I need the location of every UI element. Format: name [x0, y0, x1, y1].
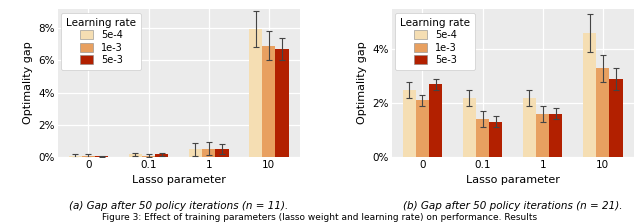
Bar [583, 33, 596, 157]
X-axis label: Lasso parameter: Lasso parameter [132, 175, 225, 185]
Bar [142, 155, 155, 157]
Y-axis label: Optimality gap: Optimality gap [23, 41, 33, 124]
Legend: 5e-4, 1e-3, 5e-3: 5e-4, 1e-3, 5e-3 [61, 13, 141, 70]
Y-axis label: Optimality gap: Optimality gap [356, 41, 367, 124]
Text: (b) Gap after 50 policy iterations (n = 21).: (b) Gap after 50 policy iterations (n = … [403, 201, 622, 211]
Bar [463, 98, 476, 157]
Bar [536, 114, 549, 157]
Bar [249, 29, 262, 157]
Bar [403, 90, 416, 157]
Bar [262, 46, 275, 157]
Bar [82, 156, 95, 157]
Bar [215, 149, 228, 157]
Bar [68, 156, 82, 157]
Bar [476, 119, 489, 157]
Bar [549, 114, 563, 157]
Bar [523, 98, 536, 157]
Bar [275, 49, 289, 157]
Bar [489, 122, 502, 157]
Bar [189, 149, 202, 157]
Bar [416, 100, 429, 157]
Bar [429, 84, 442, 157]
Text: Figure 3: Effect of training parameters (lasso weight and learning rate) on perf: Figure 3: Effect of training parameters … [102, 213, 538, 222]
Bar [596, 68, 609, 157]
Legend: 5e-4, 1e-3, 5e-3: 5e-4, 1e-3, 5e-3 [396, 13, 475, 70]
Bar [95, 156, 108, 157]
Text: (a) Gap after 50 policy iterations (n = 11).: (a) Gap after 50 policy iterations (n = … [69, 201, 288, 211]
Bar [155, 154, 168, 157]
Bar [129, 154, 142, 157]
X-axis label: Lasso parameter: Lasso parameter [466, 175, 559, 185]
Bar [609, 79, 623, 157]
Bar [202, 149, 215, 157]
